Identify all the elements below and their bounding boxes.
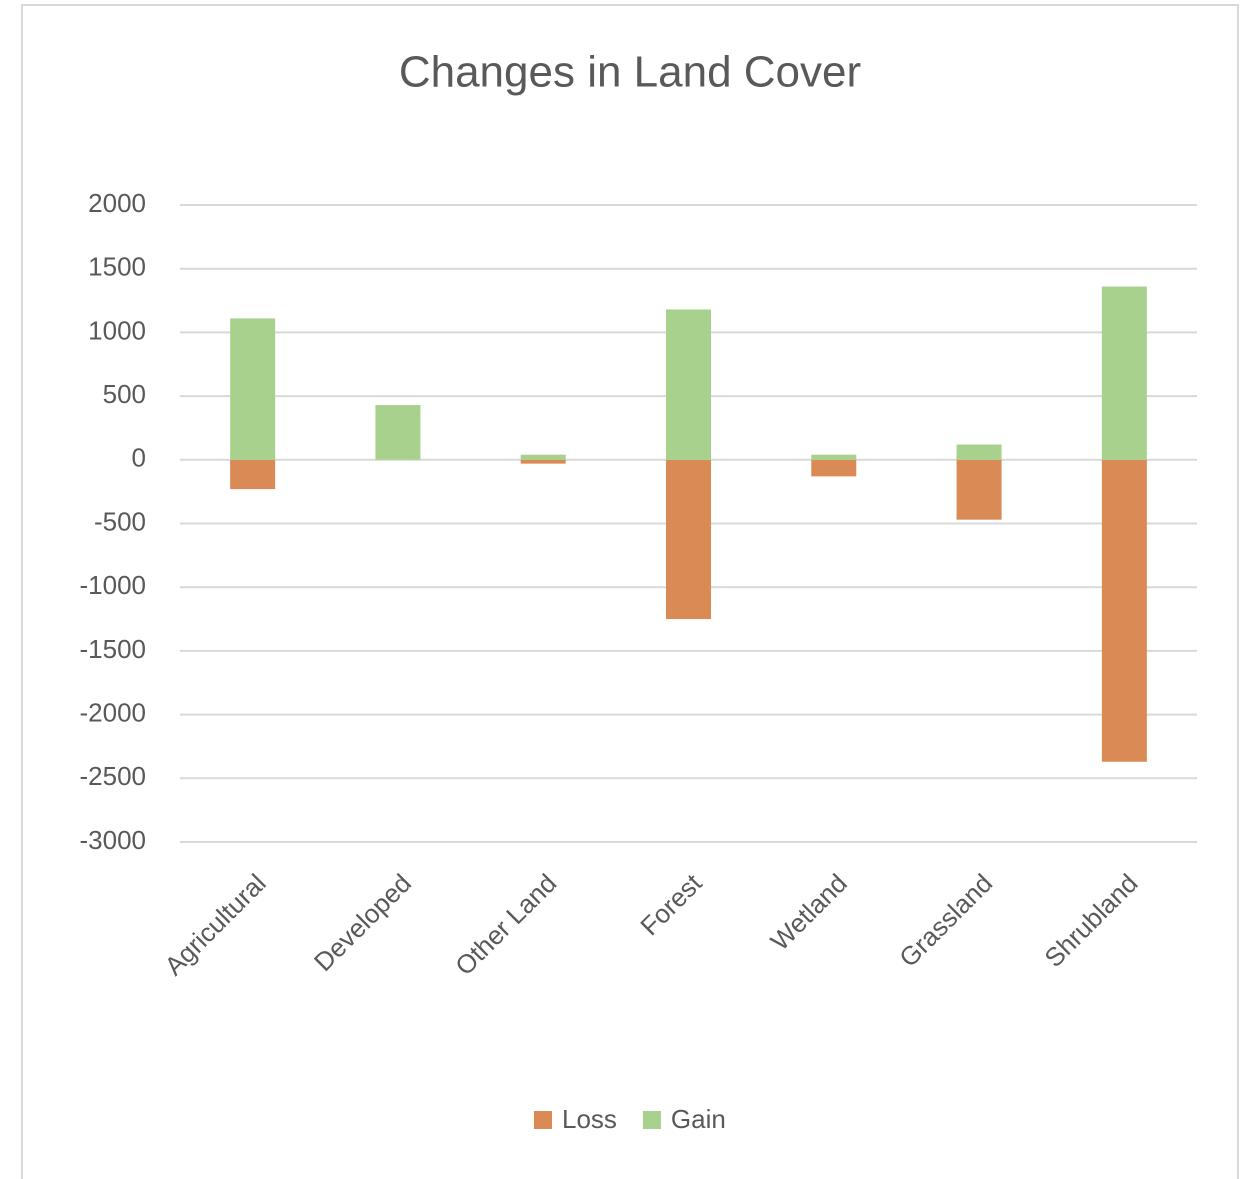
chart-title: Changes in Land Cover <box>399 48 861 97</box>
bar <box>520 454 566 460</box>
bar <box>666 459 711 620</box>
bar <box>1101 286 1147 460</box>
y-tick-label: -2500 <box>80 761 147 791</box>
y-tick-label: -500 <box>94 506 146 536</box>
bar <box>811 454 857 460</box>
bar <box>811 459 857 477</box>
y-tick-label: -1500 <box>80 634 147 664</box>
bar <box>520 459 566 464</box>
bar <box>375 405 421 460</box>
y-tick-label: 1500 <box>88 252 146 282</box>
y-tick-label: 2000 <box>88 188 146 218</box>
bar <box>956 459 1002 520</box>
legend-swatch <box>642 1111 661 1129</box>
y-tick-label: -2000 <box>80 697 147 727</box>
legend-label: Loss <box>562 1104 617 1134</box>
bar <box>666 309 711 460</box>
y-tick-label: -1000 <box>80 570 147 600</box>
y-tick-label: 0 <box>132 443 146 473</box>
bar <box>230 459 276 490</box>
bar <box>956 444 1002 460</box>
legend-swatch <box>534 1111 552 1129</box>
y-tick-label: 500 <box>103 379 146 409</box>
bar <box>230 318 276 460</box>
y-tick-label: 1000 <box>88 315 146 345</box>
chart-frame <box>21 4 1239 1179</box>
y-tick-label: -3000 <box>80 825 147 855</box>
legend-label: Gain <box>671 1104 726 1134</box>
bar <box>1101 459 1147 762</box>
